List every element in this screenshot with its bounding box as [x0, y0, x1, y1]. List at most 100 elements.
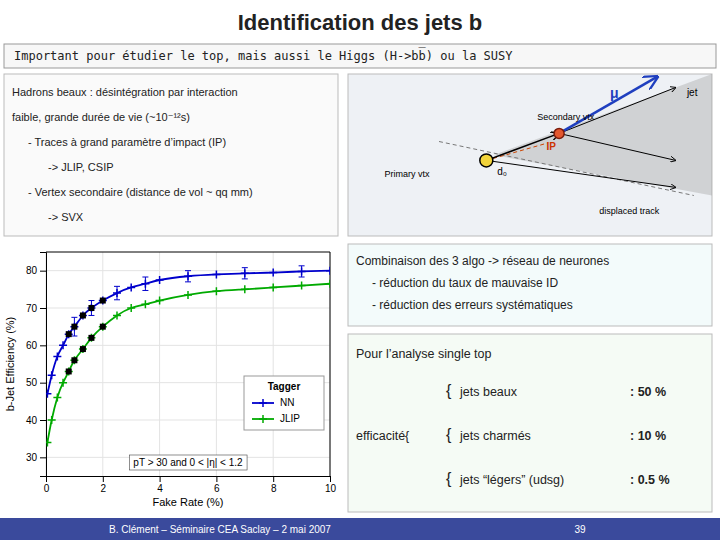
error-bar	[71, 317, 77, 336]
tick: 6	[214, 476, 220, 494]
slide: Identification des jets b Important pour …	[0, 0, 720, 540]
point	[79, 311, 87, 319]
diagram-label: Secondary vtx	[537, 112, 595, 122]
ip-line	[486, 143, 548, 161]
grid-line	[46, 345, 330, 346]
point	[113, 311, 121, 319]
tick-label: 80	[26, 265, 38, 276]
box-text: faible, grande durée de vie (~10⁻¹²s)	[12, 111, 190, 123]
box-text: jets “légers” (udsg)	[459, 473, 564, 487]
box-text: Combinaison des 3 algo -> réseau de neur…	[356, 254, 609, 268]
point	[141, 300, 149, 308]
box-text: - Traces à grand paramètre d’impact (IP)	[28, 136, 226, 148]
tick-mark	[216, 476, 217, 482]
footer-bar	[0, 518, 720, 540]
box-text: - Vertex secondaire (distance de vol ~ q…	[28, 186, 253, 198]
text-box	[348, 244, 712, 326]
point	[184, 291, 192, 299]
tick-mark	[160, 476, 161, 482]
series-line	[47, 284, 330, 443]
track	[486, 160, 675, 187]
tick-label: 6	[214, 483, 220, 494]
point	[80, 346, 86, 352]
point	[269, 269, 277, 277]
box-text: - réduction du taux de mauvaise ID	[372, 276, 558, 290]
displaced-track	[439, 142, 694, 196]
point	[326, 267, 330, 275]
x-axis: 0 2 4 6 8 10	[44, 476, 337, 494]
point	[87, 304, 95, 312]
diagram-label: μ	[610, 85, 619, 101]
point	[212, 270, 220, 278]
error-bar	[88, 301, 94, 316]
point	[298, 267, 306, 275]
point	[326, 280, 330, 288]
box-text: jets beaux	[459, 385, 518, 399]
point	[141, 280, 149, 288]
tick: 60	[26, 340, 46, 351]
legend: TaggerNNJLIP	[244, 376, 324, 430]
point	[66, 331, 72, 337]
subtitle: Important pour étudier le top, mais auss…	[14, 47, 513, 63]
point	[88, 305, 94, 311]
point	[70, 323, 78, 331]
tick-label: 0	[44, 483, 50, 494]
tick-mark	[330, 476, 331, 482]
box-text: -> SVX	[48, 211, 84, 223]
point	[184, 272, 192, 280]
point	[71, 324, 77, 330]
legend-marker	[259, 415, 267, 423]
tick-mark	[40, 420, 46, 421]
tick: 10	[325, 476, 337, 494]
point	[212, 287, 220, 295]
tick: 80	[26, 265, 46, 276]
subtitle-box	[4, 44, 716, 68]
tick-label: 40	[26, 415, 38, 426]
diagram-label: displaced track	[599, 206, 660, 216]
muon-track	[559, 77, 657, 134]
tick-mark	[103, 476, 104, 482]
plot-frame	[46, 252, 330, 253]
point	[241, 269, 249, 277]
tick-label: 8	[271, 483, 277, 494]
box-text: : 10 %	[630, 429, 666, 443]
point	[100, 298, 106, 304]
point	[48, 416, 56, 424]
chart: 0246810304050607080Fake Rate (%)b-Jet Ef…	[4, 252, 336, 508]
point	[46, 438, 51, 446]
diagram: μIPd₀displaced trackjetSecondary vtxPrim…	[348, 74, 712, 236]
title: Identification des jets b	[238, 10, 482, 35]
tick-label: 4	[157, 483, 163, 494]
tick-label: 2	[101, 483, 107, 494]
box-text: efficacité{	[356, 429, 409, 443]
grid-line	[159, 252, 160, 476]
point	[70, 356, 78, 364]
legend-marker	[259, 399, 267, 407]
point	[298, 282, 306, 290]
tick: 0	[44, 476, 50, 494]
point	[113, 289, 121, 297]
point	[80, 312, 86, 318]
primary-vertex	[480, 154, 493, 167]
point	[65, 330, 73, 338]
text-box	[4, 74, 338, 236]
diagram-label: d₀	[497, 166, 507, 177]
box-text: : 0.5 %	[630, 473, 670, 487]
box-text: Pour l’analyse single top	[356, 347, 492, 361]
error-bar	[242, 268, 248, 279]
point	[100, 324, 106, 330]
tick-label: 60	[26, 340, 38, 351]
box-text: -> JLIP, CSIP	[48, 161, 114, 173]
brace: {	[446, 426, 452, 443]
legend-box	[244, 376, 324, 430]
error-bar	[114, 286, 120, 299]
text-box	[348, 334, 712, 512]
tick-label: 30	[26, 452, 38, 463]
point	[46, 390, 51, 398]
point	[79, 345, 87, 353]
point	[53, 353, 61, 361]
tick-mark	[40, 271, 46, 272]
annotation: pT > 30 and 0 < |η| < 1.2	[133, 457, 243, 468]
error-bar	[185, 271, 191, 282]
brace: {	[446, 470, 452, 487]
